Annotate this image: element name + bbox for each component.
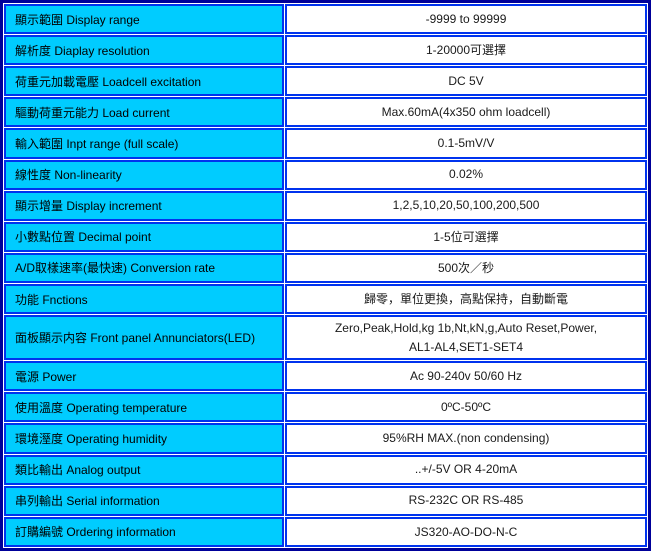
spec-value: 1-20000可選擇 <box>285 35 647 66</box>
spec-value: 0.02% <box>285 159 647 190</box>
spec-label: 訂購編號 Ordering information <box>4 516 284 547</box>
table-row: 訂購編號 Ordering information JS320-AO-DO-N-C <box>4 516 647 547</box>
table-row: 小數點位置 Decimal point 1-5位可選擇 <box>4 221 647 252</box>
spec-value: 歸零，單位更換，高點保持，自動斷電 <box>285 283 647 315</box>
table-row: 顯示範圍 Display range -9999 to 99999 <box>4 4 647 35</box>
table-row: 解析度 Diaplay resolution 1-20000可選擇 <box>4 35 647 66</box>
spec-label: 顯示增量 Display increment <box>4 190 284 221</box>
spec-label: 環境溼度 Operating humidity <box>4 423 284 454</box>
spec-label: 類比輸出 Analog output <box>4 454 284 485</box>
table-row: 線性度 Non-linearity 0.02% <box>4 159 647 190</box>
spec-value: 0ºC-50ºC <box>285 392 647 423</box>
spec-label: 驅動荷重元能力 Load current <box>4 97 284 128</box>
spec-value: JS320-AO-DO-N-C <box>285 516 647 547</box>
table-row: 環境溼度 Operating humidity 95%RH MAX.(non co… <box>4 423 647 454</box>
spec-value: Zero,Peak,Hold,kg 1b,Nt,kN,g,Auto Reset,… <box>285 315 647 361</box>
table-row: 輸入範圍 Inpt range (full scale) 0.1-5mV/V <box>4 128 647 159</box>
spec-label: 面板顯示内容 Front panel Annunciators(LED) <box>4 315 284 361</box>
spec-label: 線性度 Non-linearity <box>4 159 284 190</box>
spec-label: 輸入範圍 Inpt range (full scale) <box>4 128 284 159</box>
spec-value: 1-5位可選擇 <box>285 221 647 252</box>
table-row: 荷重元加載電壓 Loadcell excitation DC 5V <box>4 66 647 97</box>
spec-value: 1,2,5,10,20,50,100,200,500 <box>285 190 647 221</box>
spec-label: 使用溫度 Operating temperature <box>4 392 284 423</box>
table-row: 面板顯示内容 Front panel Annunciators(LED) Zero… <box>4 315 647 361</box>
spec-label: 串列輸出 Serial information <box>4 485 284 516</box>
spec-label: 功能 Fnctions <box>4 283 284 315</box>
spec-label: 顯示範圍 Display range <box>4 4 284 35</box>
table-row: 驅動荷重元能力 Load current Max.60mA(4x350 ohm l… <box>4 97 647 128</box>
table-row: 使用溫度 Operating temperature 0ºC-50ºC <box>4 392 647 423</box>
table-row: 類比輸出 Analog output ..+/-5V OR 4-20mA <box>4 454 647 485</box>
spec-label: A/D取樣速率(最快速) Conversion rate <box>4 252 284 283</box>
spec-value: RS-232C OR RS-485 <box>285 485 647 516</box>
table-row: 電源 Power Ac 90-240v 50/60 Hz <box>4 361 647 392</box>
spec-value: DC 5V <box>285 66 647 97</box>
spec-value: 500次／秒 <box>285 252 647 283</box>
table-row: A/D取樣速率(最快速) Conversion rate 500次／秒 <box>4 252 647 283</box>
spec-label: 解析度 Diaplay resolution <box>4 35 284 66</box>
spec-value: Ac 90-240v 50/60 Hz <box>285 361 647 392</box>
spec-value: 0.1-5mV/V <box>285 128 647 159</box>
spec-value: ..+/-5V OR 4-20mA <box>285 454 647 485</box>
spec-label: 電源 Power <box>4 361 284 392</box>
spec-value: Max.60mA(4x350 ohm loadcell) <box>285 97 647 128</box>
table-row: 顯示增量 Display increment 1,2,5,10,20,50,100… <box>4 190 647 221</box>
spec-value: 95%RH MAX.(non condensing) <box>285 423 647 454</box>
spec-label: 小數點位置 Decimal point <box>4 221 284 252</box>
table-row: 串列輸出 Serial information RS-232C OR RS-485 <box>4 485 647 516</box>
specification-table-body: 顯示範圍 Display range -9999 to 99999 解析度 Diap… <box>4 4 647 547</box>
table-row: 功能 Fnctions 歸零，單位更換，高點保持，自動斷電 <box>4 283 647 315</box>
spec-label: 荷重元加載電壓 Loadcell excitation <box>4 66 284 97</box>
spec-value: -9999 to 99999 <box>285 4 647 35</box>
